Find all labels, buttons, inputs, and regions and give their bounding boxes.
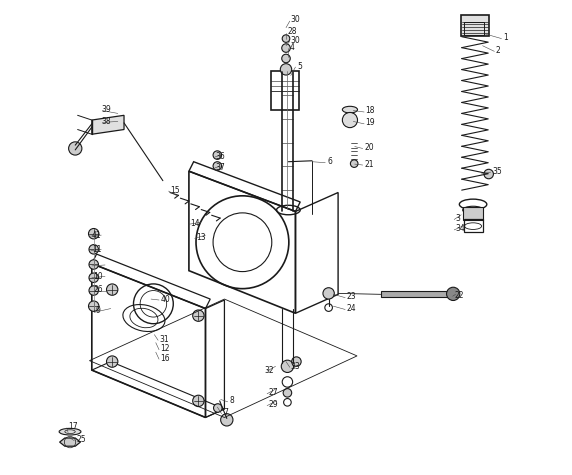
Text: 40: 40 xyxy=(161,294,170,304)
Circle shape xyxy=(89,228,99,239)
Text: 21: 21 xyxy=(364,160,374,169)
Bar xyxy=(463,218,483,232)
Circle shape xyxy=(193,395,204,407)
Text: 7: 7 xyxy=(223,408,228,417)
Circle shape xyxy=(106,356,118,367)
Circle shape xyxy=(282,35,290,42)
Text: 28: 28 xyxy=(287,28,297,37)
Circle shape xyxy=(89,301,99,312)
Circle shape xyxy=(484,169,494,179)
Circle shape xyxy=(282,44,290,52)
Text: 10: 10 xyxy=(93,272,103,281)
Text: 22: 22 xyxy=(454,291,464,300)
Circle shape xyxy=(221,414,233,426)
Bar xyxy=(271,71,299,110)
Text: 33: 33 xyxy=(291,362,300,371)
Bar xyxy=(463,207,483,220)
Text: 4: 4 xyxy=(289,43,294,52)
Text: 41: 41 xyxy=(92,231,101,239)
Text: 35: 35 xyxy=(492,167,502,176)
Bar xyxy=(381,291,454,297)
Text: 17: 17 xyxy=(68,422,78,431)
Circle shape xyxy=(343,113,358,128)
Text: 8: 8 xyxy=(229,397,234,405)
Bar xyxy=(461,15,488,36)
Text: 14: 14 xyxy=(190,219,200,228)
Circle shape xyxy=(213,151,221,159)
Circle shape xyxy=(447,287,460,301)
Circle shape xyxy=(323,288,334,299)
Text: 18: 18 xyxy=(366,106,375,115)
Circle shape xyxy=(292,357,301,366)
Text: 38: 38 xyxy=(101,117,111,126)
Text: 37: 37 xyxy=(216,163,226,172)
Circle shape xyxy=(69,142,82,155)
Text: 5: 5 xyxy=(297,62,302,71)
Circle shape xyxy=(281,360,293,372)
Text: 23: 23 xyxy=(347,292,356,301)
Circle shape xyxy=(193,310,204,321)
Polygon shape xyxy=(92,115,124,134)
Ellipse shape xyxy=(343,106,358,113)
Text: 24: 24 xyxy=(347,304,356,313)
Text: 27: 27 xyxy=(268,389,277,398)
Text: 2: 2 xyxy=(496,46,500,55)
Text: 13: 13 xyxy=(196,233,206,242)
Text: 26: 26 xyxy=(93,285,103,294)
Text: 16: 16 xyxy=(160,354,170,363)
Polygon shape xyxy=(59,438,81,446)
Bar xyxy=(464,21,484,35)
Text: 1: 1 xyxy=(503,33,508,42)
Text: 39: 39 xyxy=(101,105,111,114)
Text: 31: 31 xyxy=(159,335,169,344)
Text: 12: 12 xyxy=(160,344,169,353)
Circle shape xyxy=(89,260,98,269)
Text: 6: 6 xyxy=(328,157,332,166)
Text: 19: 19 xyxy=(366,118,375,127)
Circle shape xyxy=(280,64,292,75)
Text: 34: 34 xyxy=(455,225,465,234)
Text: 9: 9 xyxy=(96,306,101,315)
Circle shape xyxy=(351,160,358,167)
Circle shape xyxy=(213,404,222,412)
Text: 15: 15 xyxy=(170,186,180,195)
Text: 11: 11 xyxy=(92,245,101,254)
Circle shape xyxy=(89,245,98,254)
Text: 36: 36 xyxy=(216,152,226,161)
Circle shape xyxy=(213,162,221,170)
Circle shape xyxy=(282,54,290,63)
Text: 25: 25 xyxy=(76,435,86,444)
Circle shape xyxy=(89,286,98,295)
Circle shape xyxy=(89,273,98,283)
Circle shape xyxy=(283,389,292,397)
Text: 3: 3 xyxy=(455,214,460,223)
Text: 32: 32 xyxy=(264,366,274,375)
Text: 30: 30 xyxy=(291,15,300,24)
Text: 29: 29 xyxy=(268,400,277,409)
Text: 20: 20 xyxy=(364,143,374,152)
Circle shape xyxy=(106,284,118,295)
Ellipse shape xyxy=(59,428,81,435)
Text: 30: 30 xyxy=(291,36,300,45)
